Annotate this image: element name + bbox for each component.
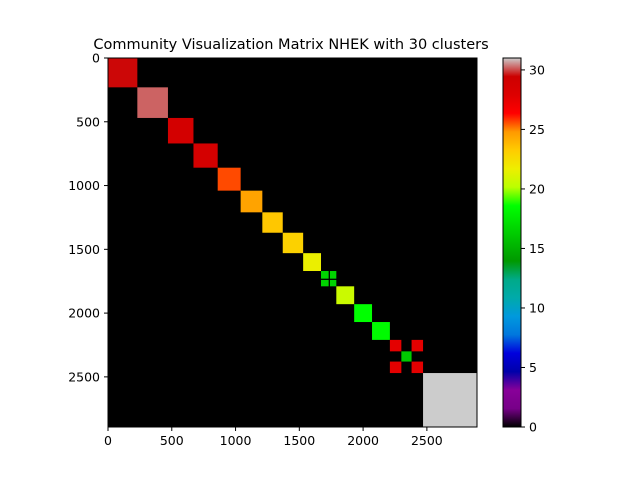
x-tick-label: 1000 [220,433,252,448]
y-tick-label: 1000 [68,178,100,193]
cluster-block-18 [411,339,424,352]
y-tick-label: 1500 [68,242,100,257]
y-tick-label: 0 [92,51,100,66]
heatmap-blocks [108,58,477,427]
cluster-block-20 [389,361,402,374]
cluster-block-3 [167,117,194,144]
x-axis: 0 500 1000 1500 2000 2500 [104,427,443,448]
y-tick-label: 500 [76,114,100,129]
y-tick-label: 2000 [68,306,100,321]
cluster-block-21 [411,361,424,374]
cluster-block-2 [137,87,168,118]
cluster-block-9 [303,253,322,272]
cluster-block-17 [389,339,402,352]
cluster-block-11 [329,271,337,279]
x-tick-label: 500 [160,433,184,448]
cluster-block-7 [262,212,283,233]
colorbar-tick-label: 5 [529,360,537,375]
heatmap-frame [107,57,478,428]
y-tick-label: 2500 [68,369,100,384]
colorbar-axis: 0 5 10 15 20 25 30 [521,62,545,435]
colorbar-tick-label: 0 [529,420,537,435]
colorbar-tick-label: 30 [529,62,545,77]
colorbar-tick-label: 15 [529,241,545,256]
colorbar-tick-label: 20 [529,181,545,196]
x-tick-label: 1500 [283,433,315,448]
cluster-block-1 [108,58,138,88]
x-tick-label: 0 [104,433,112,448]
cluster-block-16 [372,322,390,340]
cluster-block-6 [240,190,263,213]
cluster-block-22 [423,373,477,427]
x-tick-label: 2500 [411,433,443,448]
y-axis: 0 500 1000 1500 2000 2500 [68,51,108,384]
cluster-block-14 [336,286,355,305]
colorbar-tick-label: 25 [529,122,545,137]
chart-title: Community Visualization Matrix NHEK with… [93,37,488,53]
cluster-block-13 [329,279,337,287]
colorbar-tick-label: 10 [529,300,545,315]
cluster-block-8 [282,232,304,254]
x-tick-label: 2000 [347,433,379,448]
cluster-block-10 [321,271,329,279]
colorbar [502,57,522,428]
cluster-block-19 [401,351,412,362]
cluster-block-4 [193,143,218,168]
cluster-block-5 [217,167,241,191]
cluster-block-12 [321,279,329,287]
cluster-block-15 [354,304,373,323]
